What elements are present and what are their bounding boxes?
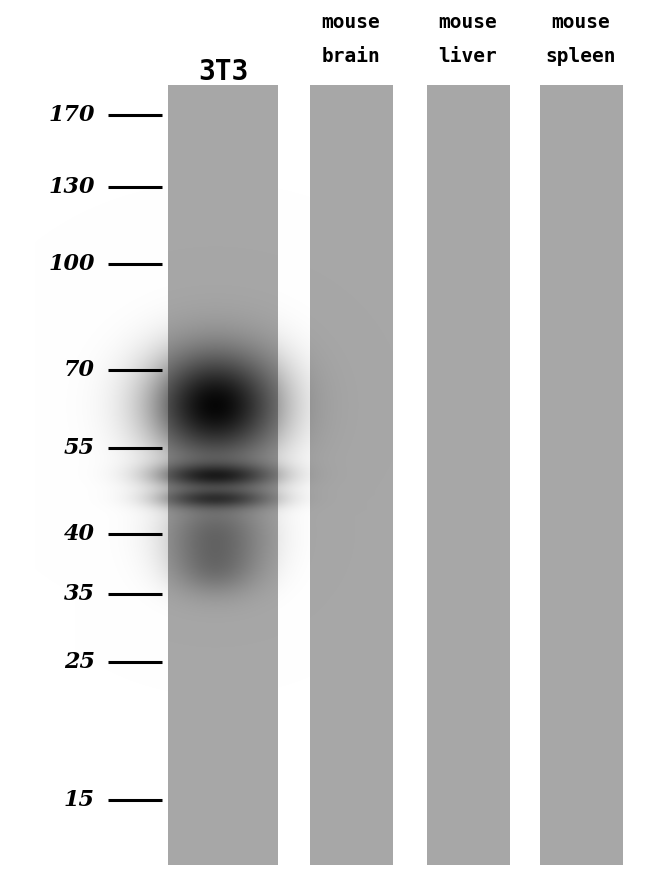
Text: 40: 40 (64, 523, 95, 545)
Text: 15: 15 (64, 789, 95, 811)
Text: mouse: mouse (439, 12, 497, 31)
Text: 55: 55 (64, 437, 95, 459)
Text: mouse: mouse (552, 12, 610, 31)
Text: liver: liver (439, 46, 497, 65)
Text: 130: 130 (49, 176, 95, 198)
Text: 170: 170 (49, 104, 95, 126)
Text: 3T3: 3T3 (198, 58, 248, 86)
Text: spleen: spleen (546, 46, 616, 65)
Text: 25: 25 (64, 651, 95, 673)
Text: 70: 70 (64, 359, 95, 381)
Text: 100: 100 (49, 253, 95, 275)
Text: brain: brain (322, 46, 380, 65)
Text: 35: 35 (64, 583, 95, 605)
Text: mouse: mouse (322, 12, 380, 31)
